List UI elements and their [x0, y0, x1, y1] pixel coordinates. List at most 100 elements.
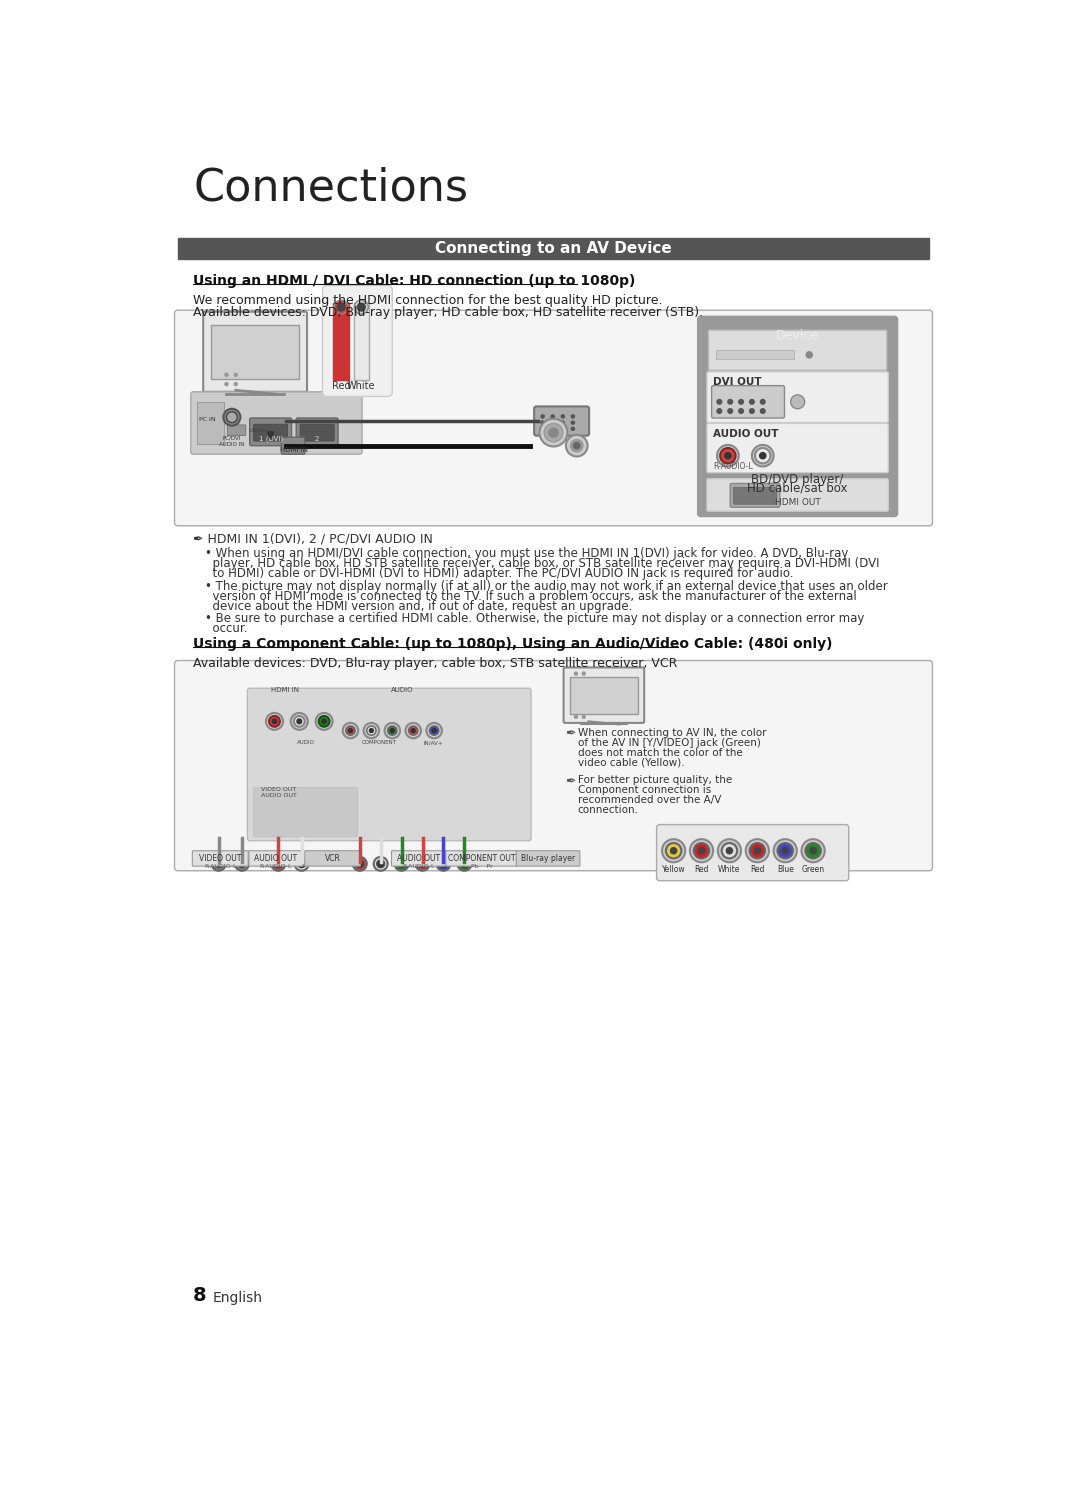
Text: AUDIO OUT: AUDIO OUT	[260, 793, 296, 798]
Circle shape	[416, 858, 430, 871]
Text: occur.: occur.	[205, 622, 247, 635]
Text: DVI OUT: DVI OUT	[713, 376, 761, 387]
Circle shape	[215, 861, 222, 868]
Circle shape	[374, 858, 388, 871]
Text: R-AUDIO-L: R-AUDIO-L	[260, 864, 293, 868]
Circle shape	[227, 412, 238, 423]
Text: VIDEO OUT: VIDEO OUT	[199, 855, 242, 864]
FancyBboxPatch shape	[516, 850, 580, 867]
FancyBboxPatch shape	[248, 850, 303, 867]
Text: Connections: Connections	[193, 166, 468, 209]
Circle shape	[342, 723, 359, 738]
Circle shape	[364, 723, 379, 738]
Circle shape	[662, 840, 685, 862]
Text: HDMI IN: HDMI IN	[271, 687, 299, 693]
Circle shape	[274, 861, 282, 868]
FancyBboxPatch shape	[392, 850, 446, 867]
FancyBboxPatch shape	[175, 660, 932, 871]
Bar	[177, 238, 930, 260]
Circle shape	[234, 374, 238, 376]
Circle shape	[225, 382, 228, 385]
Circle shape	[760, 409, 765, 414]
Circle shape	[405, 723, 421, 738]
Circle shape	[728, 409, 732, 414]
Circle shape	[582, 716, 585, 719]
Text: HDMI IN: HDMI IN	[280, 447, 308, 453]
Circle shape	[745, 840, 769, 862]
FancyBboxPatch shape	[296, 418, 338, 445]
Circle shape	[388, 726, 397, 735]
Circle shape	[551, 427, 554, 430]
Circle shape	[411, 729, 415, 732]
Circle shape	[778, 843, 793, 859]
Circle shape	[269, 716, 280, 726]
Circle shape	[806, 351, 812, 359]
FancyBboxPatch shape	[203, 312, 307, 391]
Text: Blu-ray player: Blu-ray player	[521, 855, 576, 864]
Text: COMPONENT OUT: COMPONENT OUT	[448, 855, 515, 864]
Circle shape	[750, 843, 765, 859]
Circle shape	[566, 435, 588, 457]
Text: ✒: ✒	[565, 728, 576, 741]
Text: Red: Red	[751, 865, 765, 874]
Circle shape	[238, 861, 246, 868]
Circle shape	[271, 858, 285, 871]
Circle shape	[297, 719, 301, 723]
Circle shape	[349, 729, 352, 732]
Circle shape	[541, 421, 544, 424]
Circle shape	[728, 399, 732, 403]
Text: Red: Red	[332, 381, 351, 391]
Circle shape	[750, 399, 754, 403]
FancyBboxPatch shape	[192, 850, 248, 867]
FancyBboxPatch shape	[323, 285, 392, 396]
Circle shape	[773, 840, 797, 862]
FancyBboxPatch shape	[254, 424, 287, 441]
Circle shape	[460, 861, 469, 868]
Text: AUDIO OUT: AUDIO OUT	[397, 855, 441, 864]
Circle shape	[397, 861, 405, 868]
Circle shape	[727, 847, 732, 853]
Circle shape	[458, 858, 471, 871]
Circle shape	[367, 726, 376, 735]
Text: Using a Component Cable: (up to 1080p), Using an Audio/Video Cable: (480i only): Using a Component Cable: (up to 1080p), …	[193, 636, 833, 651]
Circle shape	[760, 399, 765, 403]
Text: Blue: Blue	[777, 865, 794, 874]
Circle shape	[384, 723, 400, 738]
Circle shape	[573, 442, 580, 448]
Text: PC IN: PC IN	[199, 417, 215, 421]
Text: VCR: VCR	[325, 855, 340, 864]
Text: of the AV IN [Y/VIDEO] jack (Green): of the AV IN [Y/VIDEO] jack (Green)	[578, 738, 760, 747]
Circle shape	[266, 713, 283, 731]
Text: HD cable/sat box: HD cable/sat box	[747, 483, 848, 495]
FancyBboxPatch shape	[733, 487, 777, 503]
Circle shape	[272, 719, 276, 723]
Bar	[353, 303, 369, 381]
Circle shape	[419, 861, 427, 868]
FancyBboxPatch shape	[707, 372, 889, 423]
Bar	[716, 350, 794, 360]
Circle shape	[720, 448, 735, 463]
Text: video cable (Yellow).: video cable (Yellow).	[578, 757, 684, 768]
Circle shape	[432, 729, 436, 732]
Bar	[197, 402, 225, 444]
Circle shape	[562, 427, 565, 430]
Circle shape	[717, 445, 739, 466]
FancyBboxPatch shape	[227, 424, 246, 436]
Text: VIDEO OUT: VIDEO OUT	[260, 787, 296, 792]
FancyBboxPatch shape	[730, 484, 780, 508]
Text: 8: 8	[193, 1286, 206, 1306]
Text: USB⇐: USB⇐	[248, 427, 266, 433]
Text: COMPONENT: COMPONENT	[362, 741, 396, 746]
Circle shape	[337, 303, 345, 311]
Circle shape	[436, 858, 450, 871]
Circle shape	[759, 453, 766, 459]
FancyBboxPatch shape	[707, 478, 889, 511]
FancyBboxPatch shape	[712, 385, 784, 418]
Circle shape	[541, 427, 544, 430]
Circle shape	[739, 399, 743, 403]
Text: version of HDMI mode is connected to the TV. If such a problem occurs, ask the m: version of HDMI mode is connected to the…	[205, 590, 856, 602]
FancyBboxPatch shape	[535, 406, 590, 436]
FancyBboxPatch shape	[305, 850, 361, 867]
Text: • Be sure to purchase a certified HDMI cable. Otherwise, the picture may not dis: • Be sure to purchase a certified HDMI c…	[205, 613, 864, 624]
FancyBboxPatch shape	[657, 825, 849, 881]
